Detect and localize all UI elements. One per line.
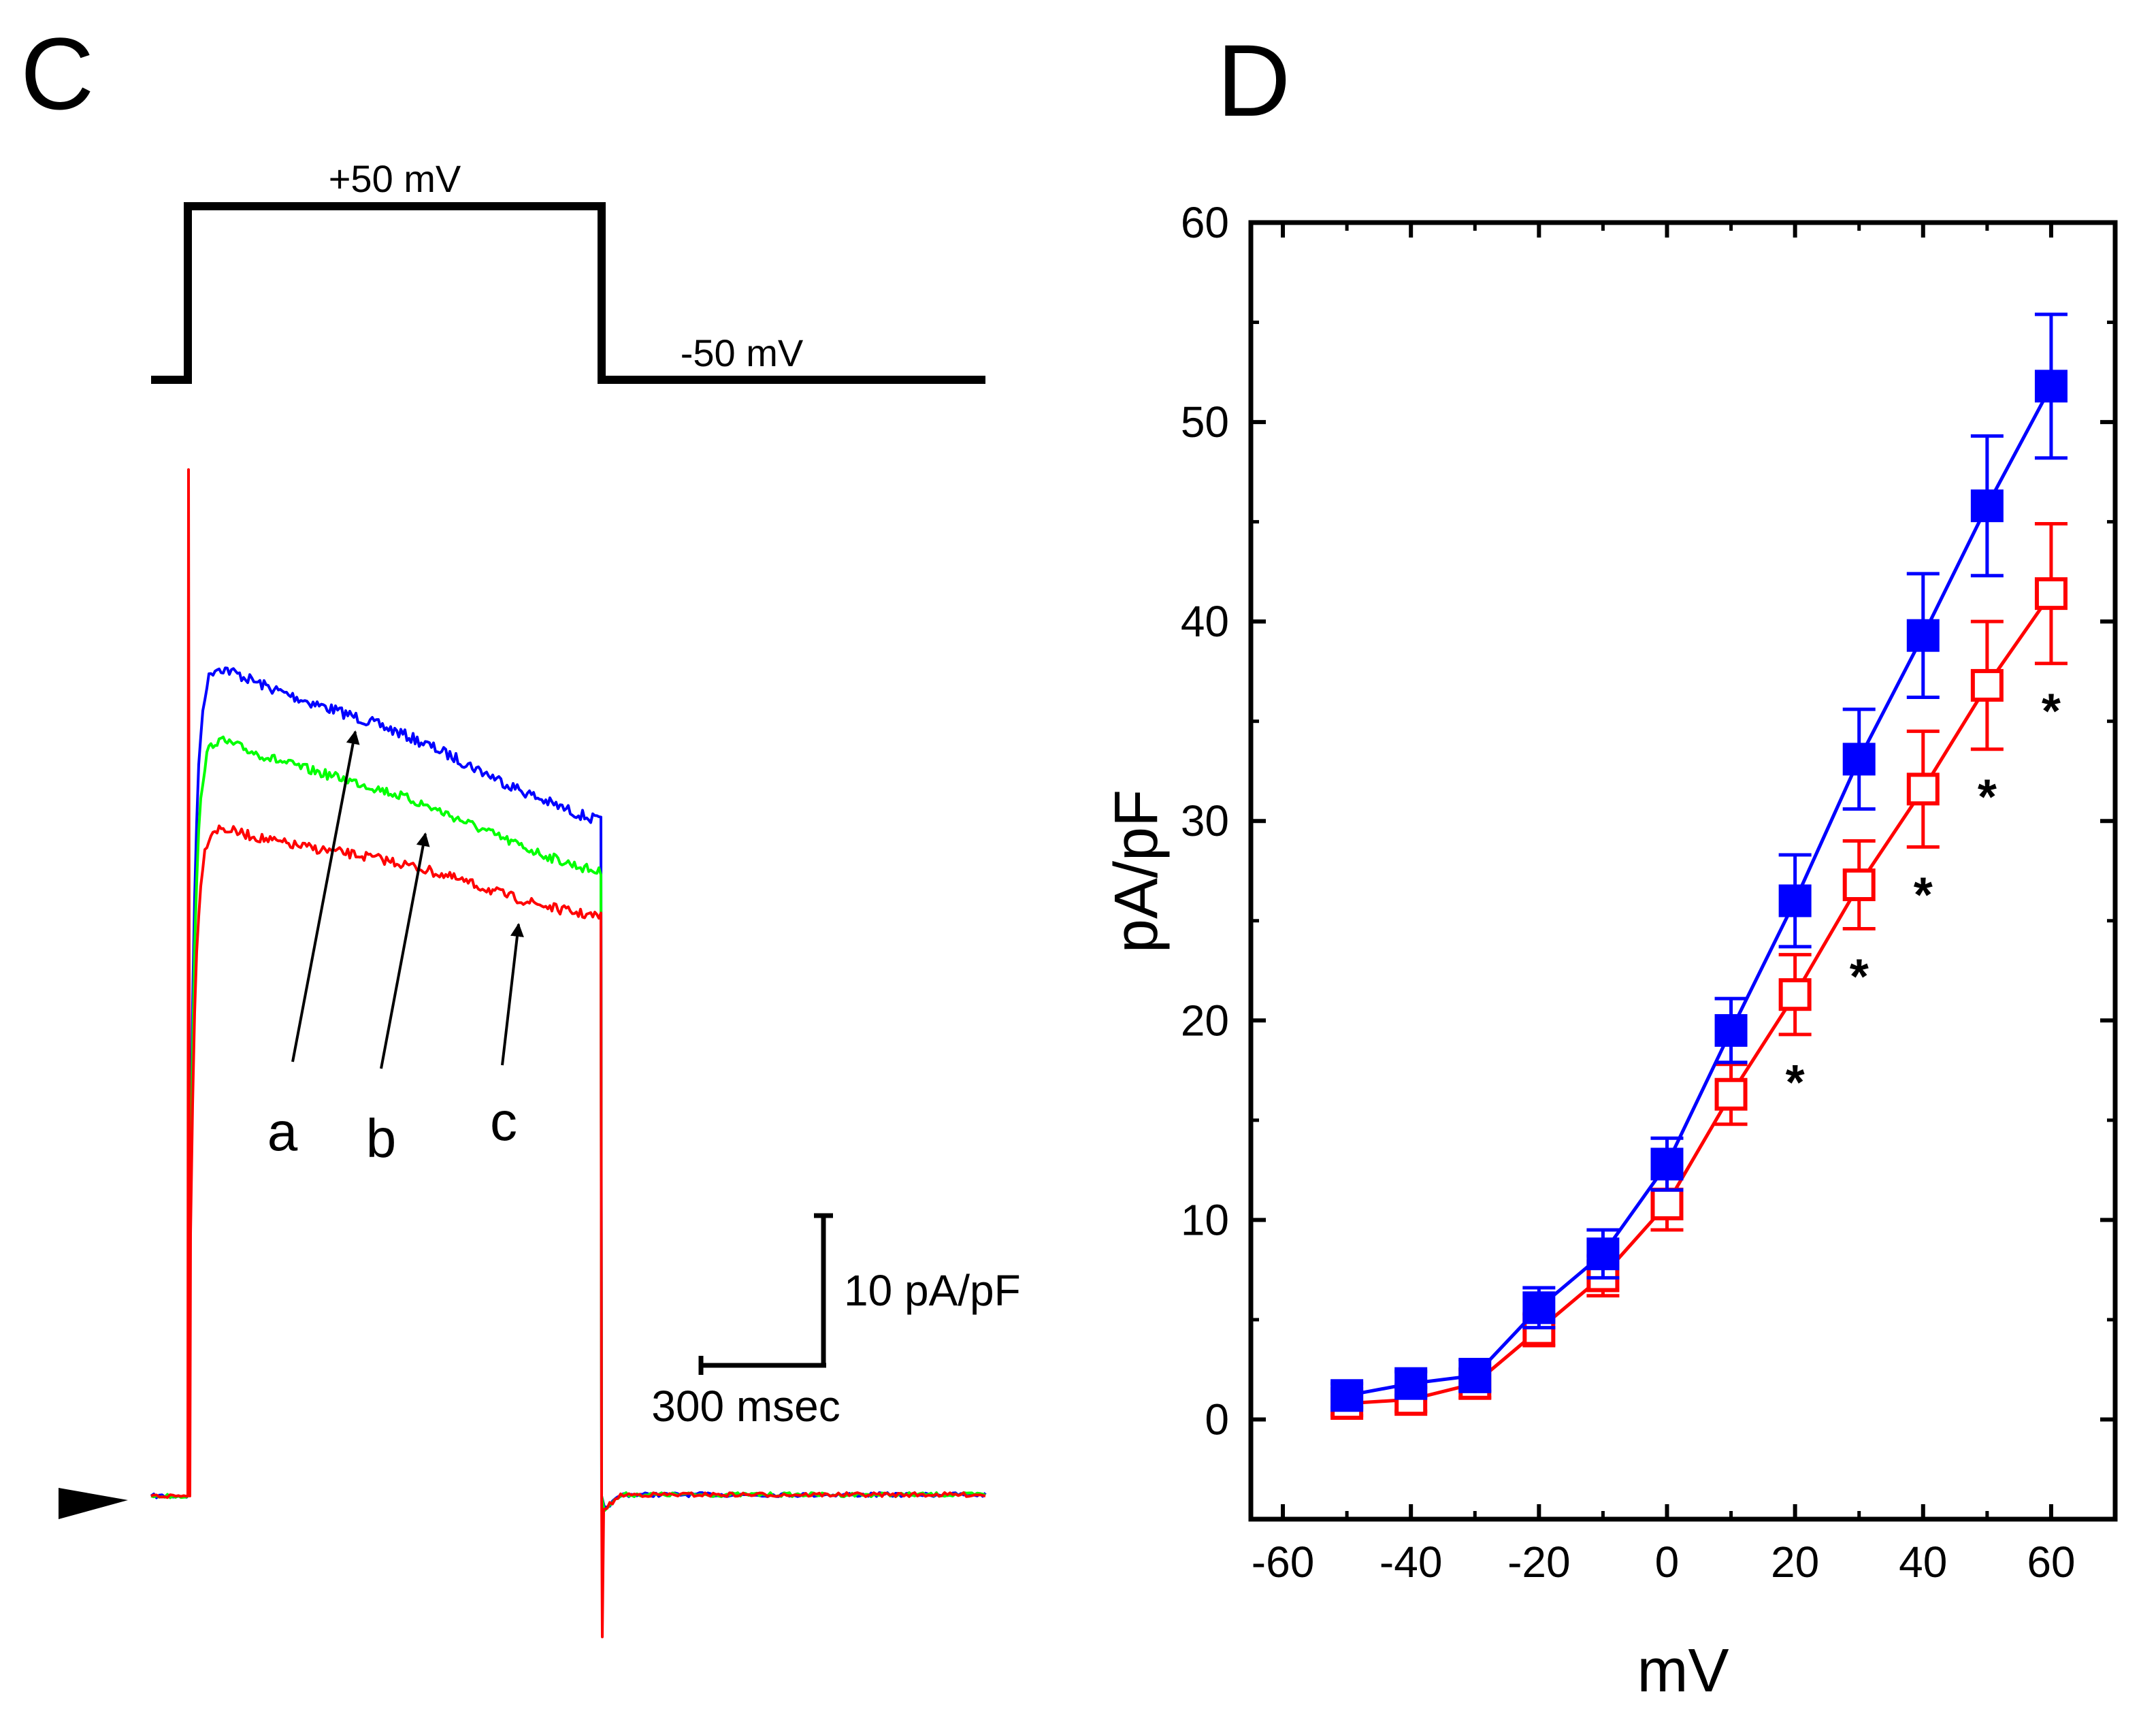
y-tick-label: 0	[1205, 1395, 1229, 1444]
x-tick-label: -20	[1507, 1538, 1571, 1587]
axis-ticks: -60 -40 -20 0 20 40 60 0 10 20 30 40 50 60	[1181, 198, 2115, 1587]
trace-b-arrow	[380, 832, 430, 1069]
data-point-filled-square	[1586, 1237, 1620, 1271]
y-tick-label: 30	[1181, 796, 1229, 845]
data-point-filled-square	[1522, 1291, 1556, 1325]
current-trace-a	[150, 666, 987, 1509]
significance-marks: * * * * *	[1786, 685, 2061, 1110]
series-open-square	[1330, 522, 2068, 1420]
x-tick-label: 60	[2027, 1538, 2075, 1587]
significance-star: *	[1850, 949, 1869, 1004]
panel-letter-d: D	[1217, 23, 1290, 137]
data-point-open-square	[1970, 668, 2004, 702]
scale-bar-horizontal-label: 300 msec	[651, 1382, 840, 1431]
x-axis-label: mV	[1637, 1637, 1729, 1705]
significance-star: *	[1786, 1056, 1805, 1110]
significance-star: *	[2042, 685, 2061, 739]
trace-c-arrow	[501, 923, 524, 1066]
y-tick-label: 10	[1181, 1195, 1229, 1244]
data-point-filled-square	[1714, 1013, 1748, 1047]
y-axis-label: pA/pF	[1102, 790, 1171, 953]
iv-chart: -60 -40 -20 0 20 40 60 0 10 20 30 40 50 60 * * * * * mV p…	[1102, 198, 2118, 1705]
scale-bar-vertical-label: 10 pA/pF	[844, 1266, 1021, 1315]
data-point-filled-square	[1970, 489, 2004, 523]
current-traces	[150, 468, 987, 1638]
trace-a-arrow	[291, 730, 360, 1062]
panel-letter-c: C	[20, 16, 94, 131]
data-point-open-square	[1906, 773, 1940, 806]
trace-label-c: c	[490, 1091, 517, 1152]
data-point-filled-square	[1778, 884, 1812, 917]
trace-label-a: a	[267, 1101, 298, 1162]
current-trace-b	[150, 735, 986, 1512]
x-tick-label: -60	[1252, 1538, 1315, 1587]
step-voltage-label: +50 mV	[329, 157, 461, 200]
triangle-arrowhead-icon	[59, 1488, 128, 1519]
series-filled-square	[1330, 312, 2068, 1412]
data-point-open-square	[2034, 577, 2068, 611]
y-tick-label: 50	[1181, 397, 1229, 446]
data-point-filled-square	[2034, 370, 2068, 403]
x-tick-label: -40	[1379, 1538, 1443, 1587]
y-tick-label: 20	[1181, 996, 1229, 1045]
y-tick-label: 40	[1181, 597, 1229, 646]
voltage-protocol-line	[151, 202, 985, 384]
data-point-open-square	[1650, 1187, 1684, 1220]
plot-frame	[1248, 220, 2118, 1522]
data-point-filled-square	[1650, 1148, 1684, 1181]
data-point-open-square	[1778, 978, 1812, 1011]
y-tick-label: 60	[1181, 198, 1229, 247]
data-point-filled-square	[1906, 619, 1940, 652]
x-tick-label: 0	[1655, 1538, 1680, 1587]
data-point-filled-square	[1394, 1367, 1428, 1400]
data-point-open-square	[1714, 1077, 1748, 1111]
x-tick-label: 40	[1899, 1538, 1947, 1587]
x-tick-label: 20	[1771, 1538, 1819, 1587]
significance-star: *	[1914, 868, 1933, 922]
significance-star: *	[1978, 770, 1997, 825]
holding-voltage-label: -50 mV	[681, 331, 804, 374]
data-point-filled-square	[1330, 1379, 1364, 1412]
data-point-filled-square	[1842, 743, 1876, 776]
data-point-filled-square	[1458, 1359, 1492, 1392]
series-line	[1346, 592, 2053, 1406]
trace-label-b: b	[366, 1108, 397, 1169]
series-line	[1346, 385, 2053, 1397]
current-trace-c	[150, 468, 986, 1638]
data-series	[1330, 312, 2068, 1420]
data-point-open-square	[1842, 868, 1876, 902]
